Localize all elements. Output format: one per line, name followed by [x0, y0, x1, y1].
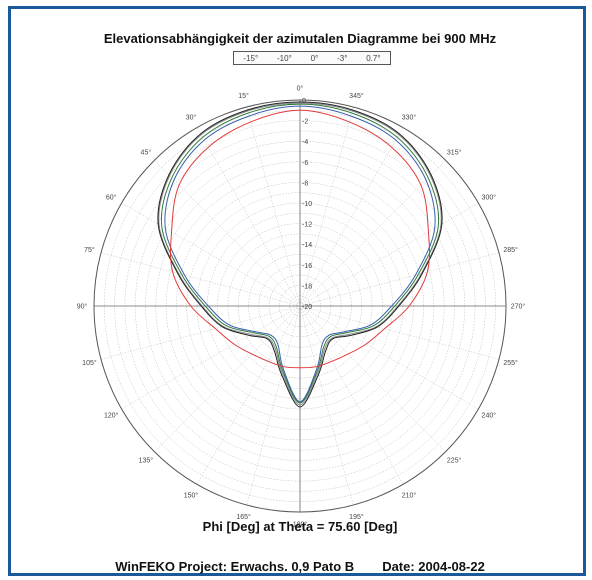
legend-entry: -15° [243, 53, 259, 63]
radial-tick-label: -12 [302, 222, 312, 229]
grid-spoke [299, 160, 446, 307]
angle-tick-label: 180° [293, 521, 308, 529]
angle-tick-label: 300° [482, 194, 497, 202]
grid-spoke [100, 305, 301, 360]
legend: -15° -10° 0° -3° 0.7° [233, 51, 391, 65]
grid-spoke [246, 305, 301, 506]
legend-entry: 0.7° [366, 53, 381, 63]
grid-spoke [154, 305, 301, 452]
legend-entry: -10° [277, 53, 292, 63]
grid-spoke [299, 305, 354, 506]
radial-tick-label: -14 [302, 242, 312, 249]
angle-tick-label: 255° [503, 359, 518, 367]
radial-tick-label: -8 [302, 180, 308, 187]
pattern-series-line [158, 102, 442, 406]
legend-entry: -3° [337, 53, 348, 63]
angle-tick-label: 195° [349, 513, 364, 521]
grid-spoke [299, 202, 479, 307]
angle-tick-label: 345° [349, 92, 364, 100]
radial-tick-label: 0 [302, 98, 306, 105]
radial-tick-label: -20 [302, 304, 312, 311]
radial-tick-label: -4 [302, 139, 308, 146]
angle-tick-label: 240° [482, 412, 497, 420]
grid-spoke [196, 127, 301, 307]
angle-tick-label: 165° [236, 513, 251, 521]
grid-spoke [299, 106, 354, 307]
grid-spoke [100, 252, 301, 307]
angle-tick-label: 90° [77, 303, 88, 311]
grid-spoke [121, 202, 301, 307]
radial-tick-label: -2 [302, 119, 308, 126]
footer: WinFEKO Project: Erwachs. 0,9 Pato B Dat… [11, 559, 589, 574]
grid-spoke [246, 106, 301, 307]
grid-spoke [299, 252, 500, 307]
pattern-series-line [169, 109, 431, 369]
grid-spoke [154, 160, 301, 307]
grid-spoke [299, 305, 404, 485]
angle-tick-label: 60° [106, 194, 117, 202]
grid-spoke [299, 305, 479, 410]
radial-tick-label: -16 [302, 263, 312, 270]
grid-spoke [196, 305, 301, 485]
pattern-series-line [157, 101, 443, 408]
chart-title: Elevationsabhängigkeit der azimutalen Di… [103, 31, 497, 46]
angle-tick-label: 30° [186, 114, 197, 122]
radial-tick-label: -6 [302, 160, 308, 167]
grid-spoke [299, 127, 404, 307]
angle-tick-label: 45° [141, 148, 152, 156]
project-label: WinFEKO Project: Erwachs. 0,9 Pato B [115, 559, 355, 574]
polar-plot: 0° 15° 30° 45° 60° 75° 90° 105° 120° 135° 150° 165°… [77, 85, 526, 529]
radial-tick-label: -18 [302, 283, 312, 290]
angle-tick-label: 150° [184, 491, 199, 499]
angle-tick-label: 330° [402, 114, 417, 122]
angle-tick-label: 315° [447, 148, 462, 156]
x-axis-label: Phi [Deg] at Theta = 75.60 [Deg] [202, 519, 398, 534]
angle-tick-label: 285° [503, 246, 518, 254]
angle-tick-label: 15° [238, 92, 249, 100]
angle-tick-label: 75° [84, 246, 95, 254]
pattern-series-line [164, 105, 436, 403]
polar-grid [93, 99, 507, 513]
tick-labels: 0° 15° 30° 45° 60° 75° 90° 105° 120° 135° 150° 165°… [77, 85, 526, 529]
pattern-series-line [160, 103, 440, 404]
angle-tick-label: 225° [447, 457, 462, 465]
angle-tick-label: 270° [511, 303, 526, 311]
angle-tick-label: 105° [82, 359, 97, 367]
chart-frame: Elevationsabhängigkeit der azimutalen Di… [8, 6, 586, 576]
grid-spoke [121, 305, 301, 410]
date-label: Date: 2004-08-22 [382, 559, 485, 574]
angle-tick-label: 120° [104, 412, 119, 420]
angle-tick-label: 0° [297, 85, 304, 93]
grid-spoke [299, 305, 500, 360]
radial-tick-label: -10 [302, 201, 312, 208]
legend-entry: 0° [310, 53, 319, 63]
pattern-curves [157, 101, 443, 408]
angle-tick-label: 210° [402, 491, 417, 499]
grid-spoke [299, 305, 446, 452]
angle-tick-label: 135° [139, 457, 154, 465]
